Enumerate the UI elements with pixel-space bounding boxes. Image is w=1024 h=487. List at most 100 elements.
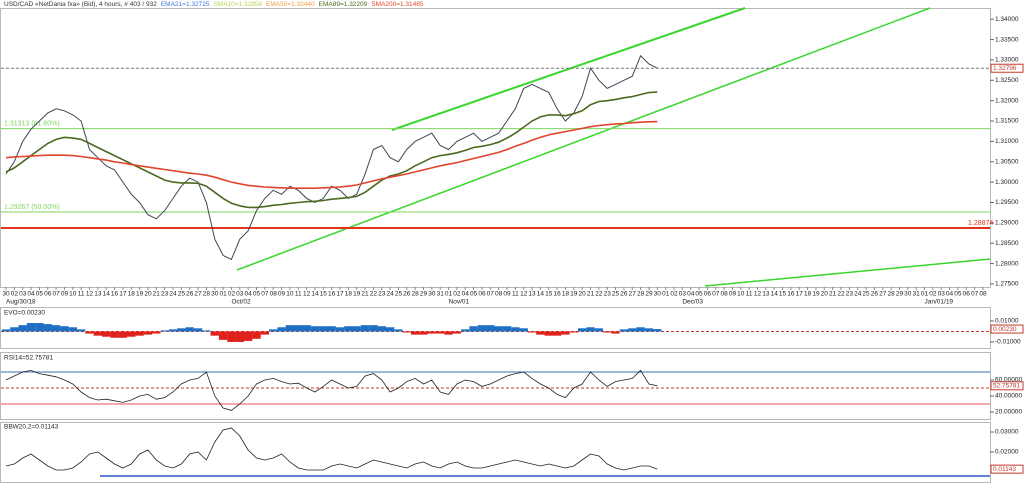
x-tick-label: 25 (395, 291, 403, 298)
x-tick-label: 12 (303, 291, 311, 298)
y-tick-label: 1.28500 (995, 240, 1019, 247)
x-tick-label: 23 (161, 291, 169, 298)
bar (127, 331, 136, 337)
x-tick-label: 09 (278, 291, 286, 298)
y-tick-label: 1.34000 (995, 16, 1019, 23)
bar (202, 330, 211, 332)
bar (561, 331, 570, 335)
bar (43, 324, 52, 332)
x-tick-label: 29 (896, 291, 904, 298)
bar (603, 331, 612, 333)
series-line (5, 54, 658, 261)
bar (18, 325, 27, 332)
x-tick-label: 03 (236, 291, 244, 298)
x-tick-label: 16 (553, 291, 561, 298)
x-tick-label: 01 (445, 291, 453, 298)
bar (402, 331, 411, 333)
y-tick-label: 0.02000 (995, 449, 1019, 456)
current-value-label: 1.32796 (993, 65, 1017, 72)
bar (536, 331, 545, 335)
legend-entry: EMA21=1.32725 (161, 1, 210, 8)
x-tick-label: 09 (61, 291, 69, 298)
x-tick-label: 28 (203, 291, 211, 298)
x-tick-label: 20 (579, 291, 587, 298)
bar (477, 325, 487, 332)
date-label: Dec/03 (682, 299, 703, 306)
current-value-box (990, 381, 1024, 391)
bar (143, 331, 153, 335)
bar (569, 331, 578, 333)
x-tick-label: 31 (913, 291, 921, 298)
bar (85, 331, 94, 334)
y-tick-label: 1.31500 (995, 118, 1019, 125)
bar (352, 326, 361, 332)
x-tick-label: 23 (604, 291, 612, 298)
x-tick-label: 14 (103, 291, 111, 298)
legend: USD/CAD «NetDania fxa» (Bid), 4 hours, #… (4, 1, 424, 8)
x-tick-label: 01 (921, 291, 929, 298)
x-tick-label: 02 (670, 291, 678, 298)
x-tick-label: 07 (52, 291, 60, 298)
x-tick-label: 11 (512, 291, 519, 298)
bar (594, 328, 604, 332)
x-tick-label: 21 (361, 291, 369, 298)
x-tick-label: 11 (78, 291, 85, 298)
x-tick-label: 02 (929, 291, 937, 298)
legend-entry: SMA10=1.32858 (213, 1, 262, 8)
current-value-label: 0.01143 (993, 466, 1016, 473)
x-tick-label: 14 (537, 291, 545, 298)
bar (511, 327, 520, 332)
x-tick-label: 04 (946, 291, 954, 298)
bar (436, 331, 445, 334)
legend-entry: EMA89=1.32209 (319, 1, 368, 8)
x-tick-label: 03 (679, 291, 687, 298)
x-tick-label: 16 (328, 291, 336, 298)
date-label: Aug/30/18 (6, 299, 36, 306)
current-value-label: 0.00230 (993, 326, 1017, 333)
x-tick-label: 05 (695, 291, 703, 298)
x-tick-label: 09 (503, 291, 511, 298)
bar (76, 329, 86, 332)
x-tick-label: 14 (771, 291, 779, 298)
x-tick-label: 11 (295, 291, 302, 298)
bar (102, 331, 111, 337)
x-tick-label: 13 (762, 291, 770, 298)
x-tick-label: 08 (979, 291, 987, 298)
bar (327, 326, 336, 332)
x-tick-label: 23 (378, 291, 386, 298)
x-tick-label: 20 (821, 291, 829, 298)
y-tick-label: 1.29500 (995, 199, 1019, 206)
legend-entry: EMA50=1.32440 (266, 1, 315, 8)
bar (35, 323, 44, 332)
current-value-box (990, 464, 1024, 474)
x-tick-label: 01 (219, 291, 227, 298)
bar (527, 331, 537, 333)
y-tick-label: 0.01000 (995, 318, 1019, 325)
x-tick-label: 30 (428, 291, 436, 298)
bar (619, 329, 629, 332)
panel-title: RSI14=52.75781 (4, 355, 53, 362)
bar (252, 331, 261, 339)
x-tick-label: 26 (403, 291, 411, 298)
bar (60, 326, 69, 332)
x-tick-label: 08 (720, 291, 728, 298)
x-tick-label: 26 (620, 291, 628, 298)
x-tick-label: 18 (128, 291, 136, 298)
bar (644, 328, 654, 332)
current-value-box (990, 63, 1024, 73)
bar (118, 331, 128, 338)
x-tick-label: 16 (787, 291, 795, 298)
bar (285, 325, 295, 332)
y-tick-label: 1.28000 (995, 260, 1019, 267)
bar (586, 327, 595, 332)
bar (235, 331, 244, 342)
x-tick-label: 25 (178, 291, 186, 298)
x-tick-label: 31 (437, 291, 445, 298)
bar (577, 328, 587, 332)
x-tick-label: 05 (954, 291, 962, 298)
x-tick-label: 17 (119, 291, 127, 298)
bar (177, 328, 186, 332)
x-tick-label: 13 (94, 291, 102, 298)
x-tick-label: 10 (286, 291, 294, 298)
